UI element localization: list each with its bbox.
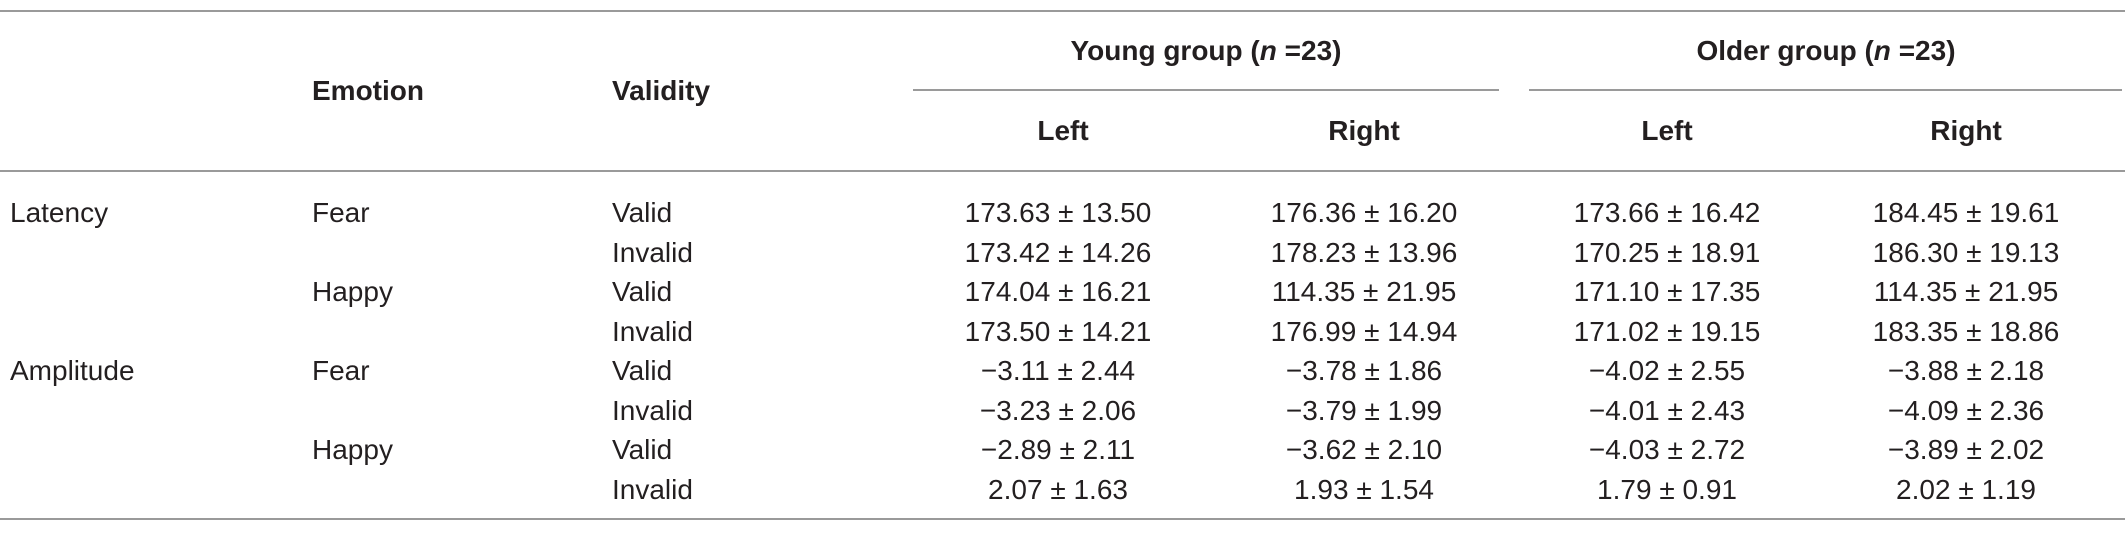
cell-young-left: 174.04 ± 16.21 (964, 276, 1152, 307)
cell-young-left: 173.63 ± 13.50 (964, 197, 1152, 228)
cell-older-right: 183.35 ± 18.86 (1872, 315, 2060, 347)
cell-young-right: −3.79 ± 1.99 (1285, 394, 1443, 426)
header-young-left: Left (1037, 115, 1089, 146)
cell-young-left: 2.07 ± 1.63 (988, 473, 1128, 505)
cell-validity: Valid (612, 276, 673, 307)
cell-emotion: Happy (312, 276, 393, 307)
cell-emotion: Fear (312, 355, 370, 386)
cell-older-right: −3.89 ± 2.02 (1887, 434, 2045, 465)
cell-young-right: 178.23 ± 13.96 (1270, 236, 1458, 268)
cell-older-left: 170.25 ± 18.91 (1573, 236, 1761, 268)
cell-emotion: Fear (312, 197, 370, 228)
cell-young-right: 114.35 ± 21.95 (1271, 276, 1457, 307)
cell-young-left: 173.42 ± 14.26 (964, 236, 1152, 268)
cell-validity: Invalid (612, 394, 693, 426)
header-older-group: Older group (n =23) (1696, 35, 1956, 66)
cell-measure: Latency (10, 197, 109, 228)
cell-older-left: 1.79 ± 0.91 (1597, 473, 1737, 505)
young-group-rule (913, 89, 1499, 91)
cell-young-left: −3.23 ± 2.06 (979, 394, 1137, 426)
cell-older-left: 173.66 ± 16.42 (1573, 197, 1761, 228)
cell-young-right: 1.93 ± 1.54 (1294, 473, 1434, 505)
header-young-right: Right (1328, 115, 1400, 146)
cell-young-right: −3.62 ± 2.10 (1285, 434, 1443, 465)
bottom-rule (0, 518, 2125, 520)
header-emotion: Emotion (312, 75, 424, 106)
cell-older-left: −4.01 ± 2.43 (1588, 394, 1746, 426)
cell-older-right: −3.88 ± 2.18 (1887, 355, 2045, 386)
cell-validity: Invalid (612, 236, 693, 268)
cell-validity: Valid (612, 197, 673, 228)
cell-validity: Invalid (612, 315, 693, 347)
cell-older-left: 171.02 ± 19.15 (1573, 315, 1761, 347)
cell-older-right: −4.09 ± 2.36 (1887, 394, 2045, 426)
cell-young-left: −3.11 ± 2.44 (980, 355, 1136, 386)
cell-validity: Valid (612, 434, 673, 465)
cell-validity: Invalid (612, 473, 693, 505)
cell-young-left: −2.89 ± 2.11 (980, 434, 1136, 465)
cell-older-right: 2.02 ± 1.19 (1896, 473, 2036, 505)
cell-older-left: −4.03 ± 2.72 (1588, 434, 1746, 465)
cell-measure: Amplitude (10, 355, 135, 386)
cell-young-left: 173.50 ± 14.21 (964, 315, 1152, 347)
header-rule (0, 170, 2125, 172)
cell-older-right: 114.35 ± 21.95 (1873, 276, 2059, 307)
older-group-rule (1529, 89, 2122, 91)
cell-emotion: Happy (312, 434, 393, 465)
top-rule (0, 10, 2125, 12)
header-older-left: Left (1641, 115, 1693, 146)
header-validity: Validity (612, 75, 711, 106)
cell-young-right: 176.36 ± 16.20 (1270, 197, 1458, 228)
cell-older-right: 186.30 ± 19.13 (1872, 236, 2060, 268)
cell-young-right: −3.78 ± 1.86 (1285, 355, 1443, 386)
cell-young-right: 176.99 ± 14.94 (1270, 315, 1458, 347)
cell-older-right: 184.45 ± 19.61 (1872, 197, 2060, 228)
header-older-right: Right (1930, 115, 2002, 146)
header-young-group: Young group (n =23) (1070, 35, 1342, 66)
cell-older-left: 171.10 ± 17.35 (1573, 276, 1761, 307)
cell-older-left: −4.02 ± 2.55 (1588, 355, 1746, 386)
cell-validity: Valid (612, 355, 673, 386)
